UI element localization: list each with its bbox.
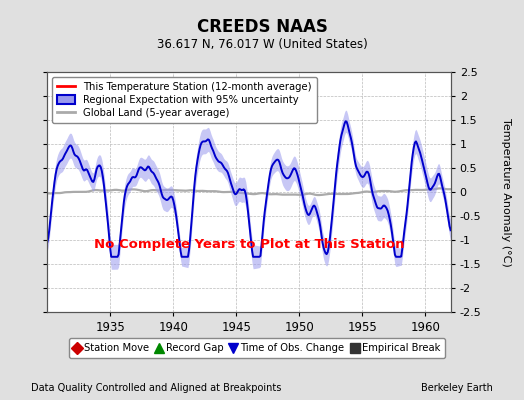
Y-axis label: Temperature Anomaly (°C): Temperature Anomaly (°C) <box>501 118 511 266</box>
Text: 36.617 N, 76.017 W (United States): 36.617 N, 76.017 W (United States) <box>157 38 367 51</box>
Legend: This Temperature Station (12-month average), Regional Expectation with 95% uncer: This Temperature Station (12-month avera… <box>52 77 316 123</box>
Legend: Station Move, Record Gap, Time of Obs. Change, Empirical Break: Station Move, Record Gap, Time of Obs. C… <box>69 338 445 358</box>
Text: Data Quality Controlled and Aligned at Breakpoints: Data Quality Controlled and Aligned at B… <box>31 383 282 393</box>
Text: CREEDS NAAS: CREEDS NAAS <box>196 18 328 36</box>
Text: No Complete Years to Plot at This Station: No Complete Years to Plot at This Statio… <box>94 238 404 251</box>
Text: Berkeley Earth: Berkeley Earth <box>421 383 493 393</box>
